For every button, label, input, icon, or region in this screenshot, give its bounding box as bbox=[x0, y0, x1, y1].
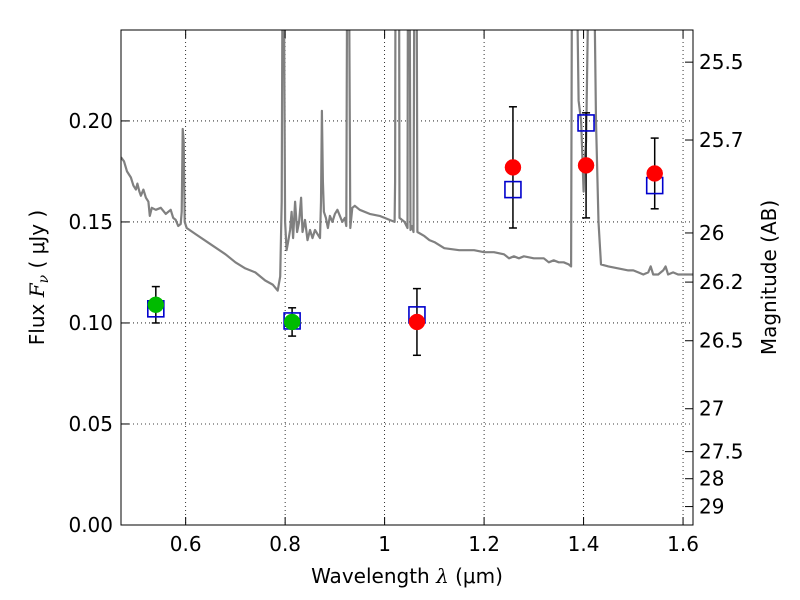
observed-point bbox=[284, 314, 300, 330]
x-tick-label: 1 bbox=[378, 532, 391, 556]
y2-tick-label: 26.5 bbox=[699, 329, 744, 353]
chart: 0.6 0.8 1 1.2 1.4 1.6 0.00 0.05 0.10 0.15 0.20 25.5… bbox=[0, 0, 800, 600]
observed-point bbox=[505, 159, 521, 175]
x-tick-label: 1.6 bbox=[667, 532, 699, 556]
x-tick-label: 1.4 bbox=[568, 532, 600, 556]
sed-spectrum-line bbox=[121, 0, 693, 291]
observed-point bbox=[578, 157, 594, 173]
y2-tick-label: 25.5 bbox=[699, 50, 744, 74]
y-tick-label: 0.15 bbox=[68, 210, 113, 234]
y2-tick-label: 29 bbox=[699, 495, 724, 519]
y-tick-label: 0.05 bbox=[68, 412, 113, 436]
y2-tick-label: 28 bbox=[699, 467, 724, 491]
observed-point bbox=[409, 314, 425, 330]
x-tick-label: 0.8 bbox=[269, 532, 301, 556]
x-tick-label: 0.6 bbox=[170, 532, 202, 556]
y2-tick-label: 26 bbox=[699, 221, 724, 245]
y2-axis-label: Magnitude (AB) bbox=[757, 200, 781, 355]
y2-tick-label: 26.2 bbox=[699, 270, 744, 294]
observed-point bbox=[647, 165, 663, 181]
x-axis-label: Wavelength λ (μm) bbox=[311, 564, 503, 588]
y-axis-label: Flux Fν ( μJy ) bbox=[25, 210, 52, 345]
y2-tick-label: 25.7 bbox=[699, 128, 744, 152]
axis-ticks: 0.6 0.8 1 1.2 1.4 1.6 0.00 0.05 0.10 0.15 0.20 25.5… bbox=[68, 30, 743, 556]
sed-spectrum bbox=[121, 0, 693, 291]
y-tick-label: 0.20 bbox=[68, 109, 113, 133]
observed-point bbox=[148, 297, 164, 313]
x-tick-label: 1.2 bbox=[468, 532, 500, 556]
y-tick-label: 0.10 bbox=[68, 311, 113, 335]
y-tick-label: 0.00 bbox=[68, 513, 113, 537]
y2-tick-label: 27.5 bbox=[699, 440, 744, 464]
y2-tick-label: 27 bbox=[699, 397, 724, 421]
